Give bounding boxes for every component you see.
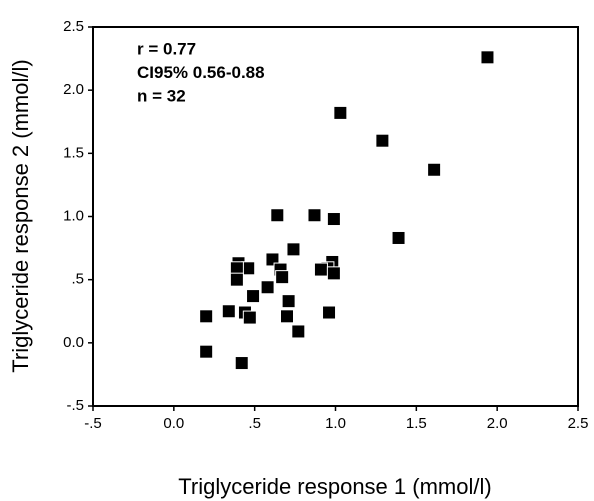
point bbox=[427, 162, 442, 177]
y-axis-label: Triglyceride response 2 (mmol/l) bbox=[8, 59, 33, 372]
annotation: n = 32 bbox=[137, 86, 186, 105]
annotation: r = 0.77 bbox=[137, 39, 196, 58]
point bbox=[322, 305, 337, 320]
x-tick-label: 1.0 bbox=[325, 415, 346, 432]
x-tick-label: 0.0 bbox=[163, 415, 184, 432]
point bbox=[199, 309, 214, 324]
y-tick-label: -.5 bbox=[66, 397, 84, 414]
point bbox=[480, 50, 495, 65]
x-tick-label: -.5 bbox=[84, 415, 102, 432]
point bbox=[375, 133, 390, 148]
point bbox=[333, 105, 348, 120]
point bbox=[221, 304, 236, 319]
point bbox=[275, 270, 290, 285]
y-tick-label: 1.0 bbox=[63, 207, 84, 224]
point bbox=[286, 242, 301, 257]
y-tick-label: 0.0 bbox=[63, 334, 84, 351]
point bbox=[199, 344, 214, 359]
annotation: CI95% 0.56-0.88 bbox=[137, 63, 265, 82]
point bbox=[326, 212, 341, 227]
point bbox=[326, 266, 341, 281]
y-tick-label: 2.0 bbox=[63, 81, 84, 98]
point bbox=[307, 208, 322, 223]
x-tick-label: 2.5 bbox=[568, 415, 589, 432]
point bbox=[246, 289, 261, 304]
x-tick-label: .5 bbox=[248, 415, 261, 432]
y-tick-label: 2.5 bbox=[63, 18, 84, 35]
point bbox=[291, 324, 306, 339]
point bbox=[229, 272, 244, 287]
point bbox=[391, 230, 406, 245]
y-tick-label: 1.5 bbox=[63, 144, 84, 161]
point bbox=[270, 208, 285, 223]
x-tick-label: 2.0 bbox=[487, 415, 508, 432]
point bbox=[281, 294, 296, 309]
x-tick-label: 1.5 bbox=[406, 415, 427, 432]
point bbox=[234, 356, 249, 371]
x-axis-label: Triglyceride response 1 (mmol/l) bbox=[178, 474, 491, 499]
point bbox=[313, 262, 328, 277]
point bbox=[260, 280, 275, 295]
point bbox=[242, 310, 257, 325]
point bbox=[280, 309, 294, 324]
y-tick-label: .5 bbox=[71, 271, 84, 288]
